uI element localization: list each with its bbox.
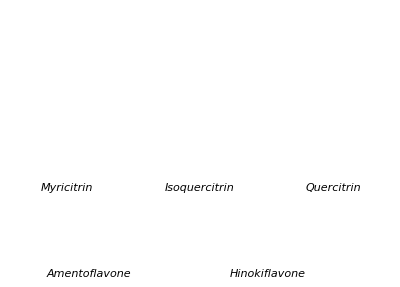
Text: Quercitrin: Quercitrin <box>305 183 361 193</box>
Text: Myricitrin: Myricitrin <box>41 183 93 193</box>
Text: Isoquercitrin: Isoquercitrin <box>165 183 235 193</box>
Text: Hinokiflavone: Hinokiflavone <box>230 269 306 279</box>
Text: Amentoflavone: Amentoflavone <box>46 269 131 279</box>
